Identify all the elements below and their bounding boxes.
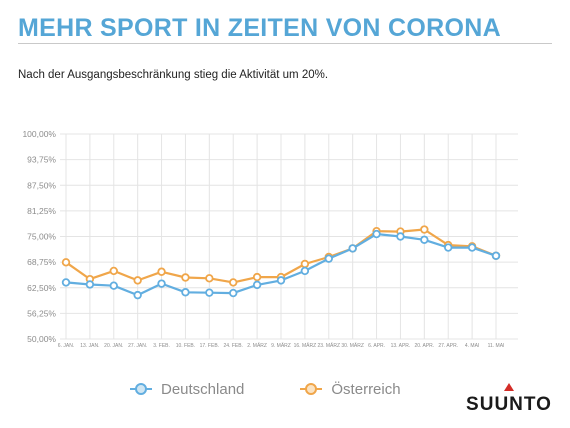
x-tick-label: 4. MAI bbox=[465, 343, 479, 349]
data-point-oesterreich bbox=[205, 274, 214, 283]
x-tick-label: 24. FEB. bbox=[223, 343, 242, 349]
x-tick-label: 13. JAN. bbox=[80, 343, 99, 349]
data-point-oesterreich bbox=[229, 278, 238, 287]
data-point-deutschland bbox=[420, 235, 429, 244]
x-tick-label: 17. FEB. bbox=[200, 343, 219, 349]
x-tick-label: 2. MÄRZ bbox=[247, 342, 267, 349]
y-tick-label: 81,25% bbox=[27, 206, 56, 216]
y-tick-label: 87,50% bbox=[27, 180, 56, 190]
x-tick-label: 6. APR. bbox=[368, 343, 385, 349]
data-point-deutschland bbox=[205, 288, 214, 297]
data-point-deutschland bbox=[276, 276, 286, 285]
data-point-oesterreich bbox=[420, 225, 429, 234]
x-tick-label: 20. APR. bbox=[414, 343, 434, 349]
data-point-deutschland bbox=[252, 280, 262, 290]
x-tick-label: 16. MÄRZ bbox=[294, 342, 317, 349]
x-tick-label: 20. JAN. bbox=[104, 343, 123, 349]
data-point-oesterreich bbox=[61, 258, 71, 267]
suunto-logo: SUUNTO bbox=[465, 383, 553, 419]
data-point-oesterreich bbox=[252, 272, 262, 282]
data-point-oesterreich bbox=[109, 266, 118, 276]
data-point-deutschland bbox=[157, 279, 166, 288]
data-point-deutschland bbox=[85, 280, 95, 289]
y-tick-label: 50,00% bbox=[27, 334, 56, 344]
x-tick-label: 13. APR. bbox=[391, 343, 411, 349]
x-tick-label: 30. MÄRZ bbox=[341, 342, 364, 349]
legend-swatch-oesterreich bbox=[300, 383, 323, 395]
data-point-deutschland bbox=[396, 232, 405, 241]
data-point-deutschland bbox=[348, 244, 357, 253]
data-point-oesterreich bbox=[300, 259, 310, 269]
legend-swatch-deutschland bbox=[130, 383, 152, 395]
x-tick-label: 11. MAI bbox=[488, 343, 505, 349]
data-point-deutschland bbox=[229, 288, 238, 298]
y-tick-label: 62,50% bbox=[27, 283, 56, 293]
chart-title: MEHR SPORT IN ZEITEN VON CORONA bbox=[18, 14, 501, 42]
data-point-deutschland bbox=[300, 266, 310, 276]
data-point-deutschland bbox=[491, 251, 501, 260]
data-point-deutschland bbox=[324, 254, 333, 263]
x-tick-label: 10. FEB. bbox=[176, 343, 195, 349]
data-point-oesterreich bbox=[157, 267, 166, 276]
title-divider bbox=[18, 43, 552, 44]
y-tick-label: 93,75% bbox=[27, 155, 56, 165]
data-point-deutschland bbox=[444, 243, 453, 252]
data-point-oesterreich bbox=[133, 276, 142, 285]
x-tick-label: 23. MÄRZ bbox=[318, 342, 341, 349]
x-tick-label: 9. MÄRZ bbox=[271, 342, 291, 349]
y-tick-label: 100,00% bbox=[22, 129, 56, 139]
x-tick-label: 27. APR. bbox=[438, 343, 458, 349]
data-point-oesterreich bbox=[181, 273, 190, 282]
legend-item-deutschland: Deutschland bbox=[130, 381, 244, 398]
y-tick-label: 56,25% bbox=[27, 308, 56, 318]
data-point-deutschland bbox=[181, 288, 190, 297]
data-point-deutschland bbox=[61, 278, 71, 287]
suunto-logo-mark-icon bbox=[504, 383, 514, 391]
legend-label-oesterreich: Österreich bbox=[331, 380, 401, 398]
data-point-deutschland bbox=[372, 229, 381, 239]
x-tick-label: 6. JAN. bbox=[58, 343, 74, 349]
chart-legend: Deutschland Österreich bbox=[130, 378, 460, 400]
data-point-deutschland bbox=[109, 281, 118, 290]
y-tick-label: 68,75% bbox=[27, 257, 56, 267]
chart-subtitle: Nach der Ausgangsbeschränkung stieg die … bbox=[18, 69, 329, 81]
legend-item-oesterreich: Österreich bbox=[300, 380, 401, 398]
suunto-logo-text: SUUNTO bbox=[466, 394, 552, 415]
y-tick-label: 75,00% bbox=[27, 232, 56, 242]
data-point-deutschland bbox=[467, 243, 477, 252]
legend-label-deutschland: Deutschland bbox=[161, 380, 245, 398]
x-tick-label: 3. FEB. bbox=[153, 343, 170, 349]
data-point-deutschland bbox=[133, 290, 142, 300]
x-tick-label: 27. JAN. bbox=[128, 343, 147, 349]
